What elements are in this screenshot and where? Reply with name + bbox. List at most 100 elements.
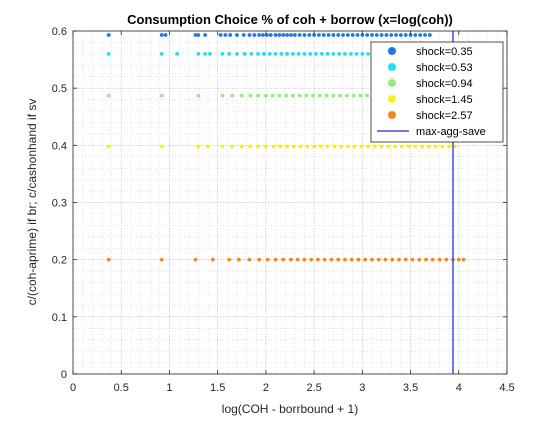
data-point (430, 257, 435, 262)
ticks-layer: 0 0.5 1 1.5 2 2.5 3 3.5 4 4.5 0 0.1 0.2 0.3 0.4 0.5 0.6 (52, 26, 515, 394)
data-point (305, 144, 310, 149)
data-point (302, 51, 307, 56)
data-point (277, 33, 282, 37)
data-point (358, 93, 363, 98)
data-point (175, 51, 180, 56)
data-point (413, 33, 418, 37)
data-point (285, 51, 290, 56)
legend-marker (388, 63, 396, 71)
x-tick-label: 2 (263, 382, 269, 394)
data-point (308, 51, 313, 56)
data-point (355, 33, 360, 37)
data-point (196, 33, 201, 37)
data-point (297, 33, 302, 37)
legend-label: max-agg-save (416, 126, 486, 138)
data-point (324, 93, 329, 98)
data-point (247, 33, 252, 37)
data-point (386, 144, 391, 149)
data-point (343, 51, 347, 56)
data-point (322, 257, 327, 262)
data-point (359, 144, 364, 149)
data-point (304, 93, 309, 98)
legend-label: shock=2.57 (416, 110, 473, 122)
data-point (210, 257, 215, 262)
data-point (227, 257, 232, 262)
legend-marker (388, 111, 396, 119)
data-point (461, 257, 466, 262)
data-point (220, 93, 225, 98)
x-tick-label: 1.5 (210, 382, 225, 394)
data-point (159, 93, 164, 98)
data-point (278, 144, 283, 149)
data-point (193, 33, 198, 37)
data-point (423, 33, 427, 37)
data-point (239, 144, 244, 149)
data-point (427, 33, 432, 37)
data-point (399, 33, 403, 37)
data-point (317, 33, 321, 37)
data-point (393, 144, 398, 149)
data-point (273, 257, 278, 262)
data-point (309, 257, 314, 262)
data-point (302, 33, 307, 37)
x-tick-label: 3 (359, 382, 365, 394)
data-point (312, 144, 317, 149)
legend-item: shock=0.53 (388, 62, 473, 74)
legend-item: shock=0.94 (388, 78, 473, 90)
data-point (248, 144, 253, 149)
data-point (372, 144, 377, 149)
legend-label: shock=0.94 (416, 78, 473, 90)
data-point (249, 51, 254, 56)
legend-marker (388, 95, 396, 103)
data-point (262, 51, 266, 56)
data-point (106, 144, 111, 149)
y-tick-label: 0.5 (52, 83, 67, 95)
data-point (159, 51, 164, 56)
data-point (417, 257, 422, 262)
data-point (256, 144, 261, 149)
data-point (403, 33, 408, 37)
data-point (365, 33, 370, 37)
data-point (235, 33, 239, 37)
legend-box (370, 41, 504, 143)
data-point (261, 33, 265, 37)
data-point (247, 257, 252, 262)
data-point (263, 93, 268, 98)
data-point (289, 33, 293, 37)
data-point (281, 33, 286, 37)
data-point (397, 257, 401, 262)
data-point (203, 51, 208, 56)
data-point (394, 33, 398, 37)
data-point (284, 93, 289, 98)
data-point (383, 257, 388, 262)
data-point (273, 51, 278, 56)
data-point (339, 144, 344, 149)
data-point (363, 257, 368, 262)
data-point (341, 33, 345, 37)
data-point (410, 257, 415, 262)
series-5 (106, 257, 466, 262)
data-point (350, 33, 355, 37)
data-point (290, 93, 295, 98)
data-point (230, 93, 235, 98)
data-point (360, 33, 365, 37)
legend-marker (388, 79, 396, 87)
data-point (318, 144, 323, 149)
data-point (290, 51, 295, 56)
data-point (399, 144, 404, 149)
data-point (345, 93, 349, 98)
data-point (163, 33, 168, 37)
data-point (343, 257, 347, 262)
data-point (325, 51, 330, 56)
x-tick-label: 2.5 (306, 382, 321, 394)
data-point (256, 93, 261, 98)
data-point (265, 257, 270, 262)
data-point (444, 257, 449, 262)
data-point (220, 144, 225, 149)
data-point (440, 144, 445, 149)
legend-label: shock=0.35 (416, 46, 473, 58)
data-point (106, 51, 111, 56)
data-point (331, 51, 336, 56)
data-point (437, 257, 442, 262)
data-point (307, 33, 312, 37)
